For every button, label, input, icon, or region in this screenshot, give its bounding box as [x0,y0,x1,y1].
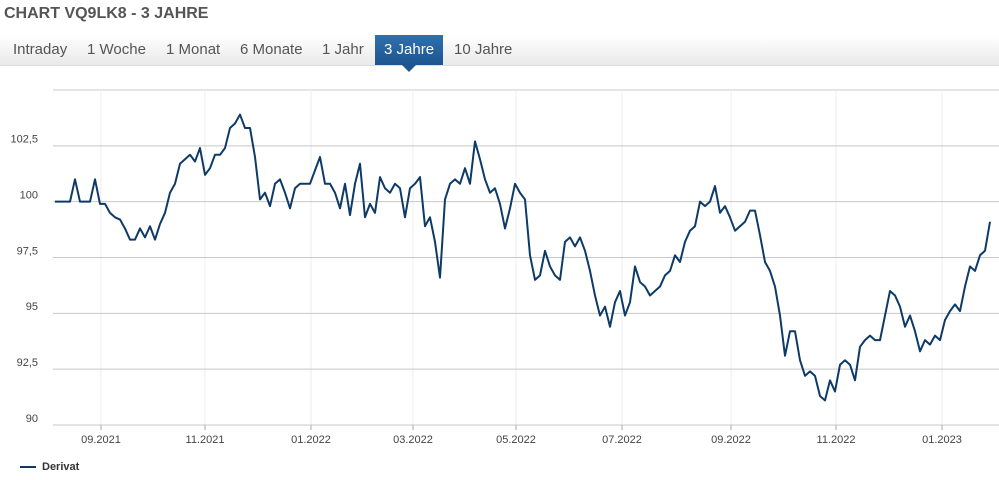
x-tick-label: 09.2021 [81,434,121,446]
x-tick-label: 07.2022 [602,434,642,446]
tab[interactable]: 1 Monat [166,41,221,58]
range-tabs: Intraday 1 Woche 1 Monat 6 Monate 1 Jahr… [0,35,999,72]
y-tick-label: 92,5 [17,357,38,369]
tab[interactable]: 10 Jahre [454,41,513,58]
x-tick-label: 05.2022 [496,434,536,446]
y-tick-label: 95 [26,301,38,313]
x-tick-label: 03.2022 [393,434,433,446]
tab[interactable]: 1 Jahr [322,41,364,58]
y-tick-label: 102,5 [10,134,38,146]
page-title: CHART VQ9LK8 - 3 JAHRE [4,5,209,22]
tab[interactable]: Intraday [13,41,68,58]
y-tick-label: 100 [20,190,38,202]
x-tick-label: 11.2022 [817,434,856,446]
x-tick-label: 09.2022 [711,434,751,446]
y-tick-label: 90 [26,413,38,425]
x-tick-label: 11.2021 [186,434,225,446]
tab[interactable]: 6 Monate [240,41,303,58]
x-tick-label: 01.2023 [922,434,962,446]
price-line [55,113,991,402]
legend-label: Derivat [42,461,80,473]
tab[interactable]: 1 Woche [87,41,146,58]
tab-active[interactable]: 3 Jahre [375,35,444,72]
y-tick-label: 97,5 [17,245,38,257]
x-tick-label: 01.2022 [291,434,331,446]
